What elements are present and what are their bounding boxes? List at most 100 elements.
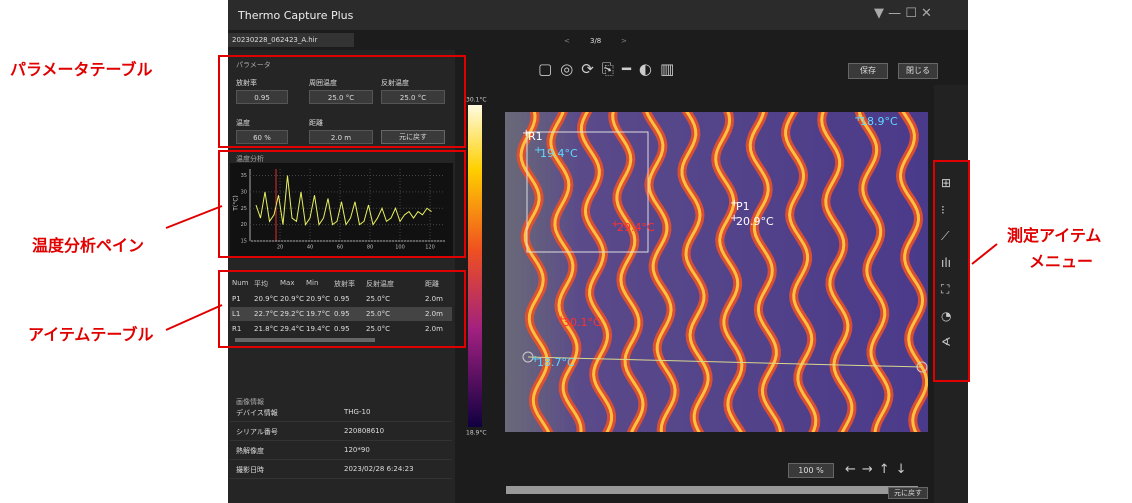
reset-button[interactable]: 元に戻す [381, 130, 445, 144]
crosshair: + [531, 354, 539, 365]
heat-stripe-core [820, 112, 854, 432]
x-tick-label: 60 [337, 245, 343, 251]
table-cell: 29.2°C [280, 310, 304, 318]
crosshair: + [557, 314, 565, 325]
heat-stripe-core [579, 112, 614, 432]
field-input[interactable]: 25.0 °C [381, 90, 445, 104]
line-handle[interactable] [916, 361, 928, 373]
callout-box [218, 55, 466, 148]
info-label: 撮影日時 [236, 466, 264, 474]
table-header: 反射温度 [366, 280, 394, 288]
window-controls[interactable]: ▼ — ☐ ✕ [874, 6, 932, 21]
field-label: 距離 [309, 119, 323, 127]
heat-stripe-core [519, 112, 551, 432]
heat-stripe-core [680, 112, 710, 432]
x-tick-label: 120 [425, 245, 435, 251]
nav-arrows[interactable]: ←→↑↓ [845, 462, 913, 477]
table-cell: 25.0°C [366, 295, 390, 303]
toolbar-icons[interactable]: ▢◎⟳⎘━◐▥ [538, 60, 683, 78]
table-cell: R1 [232, 325, 242, 333]
title-bar [228, 0, 968, 30]
callout-label: メニュー [1029, 252, 1094, 271]
zoom-reset[interactable]: 元に戻す [888, 487, 928, 499]
crosshair: + [854, 113, 862, 124]
info-row [230, 461, 452, 479]
table-header: Min [306, 279, 319, 287]
callout-line [165, 205, 223, 229]
table-scrollbar[interactable] [235, 338, 375, 342]
temperature-chart: T(°C) 15 20 25 30 35 20 40 60 80 100 120 [230, 163, 453, 257]
table-cell: 20.9°C [306, 295, 330, 303]
info-value: 220808610 [344, 427, 385, 435]
callout-line [971, 243, 998, 265]
crosshair: + [730, 198, 738, 209]
table-header: 平均 [254, 280, 268, 288]
field-input[interactable]: 2.0 m [309, 130, 373, 144]
table-cell: 2.0m [425, 310, 443, 318]
field-label: 放射率 [236, 79, 257, 87]
y-tick-label: 35 [241, 173, 247, 179]
field-input[interactable]: 0.95 [236, 90, 288, 104]
table-cell: 0.95 [334, 295, 350, 303]
measure-label: 19.4°C [540, 147, 578, 160]
table-cell: 2.0m [425, 325, 443, 333]
info-label: 熱解像度 [236, 447, 264, 455]
table-cell: 25.0°C [366, 310, 390, 318]
next-button[interactable]: > [621, 37, 627, 45]
app-title: Thermo Capture Plus [238, 9, 354, 22]
prev-button[interactable]: < [564, 37, 570, 45]
field-label: 周囲温度 [309, 79, 337, 87]
y-tick-label: 25 [241, 206, 247, 212]
info-row [230, 404, 452, 422]
close-button[interactable]: 閉じる [898, 63, 938, 79]
measure-label: 29.4°C [617, 221, 655, 234]
crosshair: + [611, 219, 619, 230]
color-bar-min: 18.9°C [466, 430, 487, 437]
table-header: Max [280, 279, 295, 287]
y-tick-label: 20 [241, 222, 247, 228]
selected-row[interactable] [230, 307, 452, 321]
line-handle[interactable] [522, 351, 534, 363]
table-cell: 0.95 [334, 310, 350, 318]
field-label: 反射温度 [381, 79, 409, 87]
measure-menu-icons[interactable]: ⊞ ⁝ ⟋ ılı ⛶ ◔ ∢ [941, 176, 952, 349]
color-bar-max: 30.1°C [466, 97, 487, 104]
table-cell: 21.8°C [254, 325, 278, 333]
callout-line [165, 304, 223, 331]
field-input[interactable]: 25.0 °C [309, 90, 373, 104]
crosshair: + [730, 213, 738, 224]
heat-stripe-core [611, 112, 645, 432]
table-cell: 22.7°C [254, 310, 278, 318]
table-cell: L1 [232, 310, 241, 318]
thermal-view: 30.1°C18.9°CR1+19.4°C+29.4°C+P1+20.9°C+1… [466, 97, 928, 437]
file-name: 20230228_062423_A.hir [232, 36, 318, 44]
info-row [230, 423, 452, 441]
file-tab[interactable] [228, 33, 354, 47]
table-header: Num [232, 279, 249, 287]
info-label: デバイス情報 [236, 409, 278, 417]
page-indicator: 3/8 [590, 37, 602, 45]
x-tick-label: 40 [307, 245, 313, 251]
panel-title: パラメータ [236, 61, 271, 69]
color-bar [468, 105, 482, 427]
measure-label: P1 [736, 200, 750, 213]
save-button[interactable]: 保存 [848, 63, 888, 79]
side-menu [934, 85, 968, 503]
heat-stripe-core [784, 112, 818, 432]
roi-line [527, 356, 923, 368]
left-panel [228, 50, 455, 503]
field-input[interactable]: 60 % [236, 130, 288, 144]
callout-label: 測定アイテム [1007, 226, 1102, 245]
zoom-select[interactable]: 100 % [788, 463, 834, 478]
table-cell: 0.95 [334, 325, 350, 333]
panel-title: 画像情報 [236, 398, 264, 406]
table-header: 放射率 [334, 280, 355, 288]
table-header: 距離 [425, 280, 439, 288]
measure-label: 18.7°C [537, 356, 575, 369]
info-value: THG-10 [344, 408, 371, 416]
info-value: 120*90 [344, 446, 370, 454]
scrollbar[interactable] [506, 486, 918, 494]
table-cell: 19.7°C [306, 310, 330, 318]
heat-stripe-core [748, 112, 782, 432]
